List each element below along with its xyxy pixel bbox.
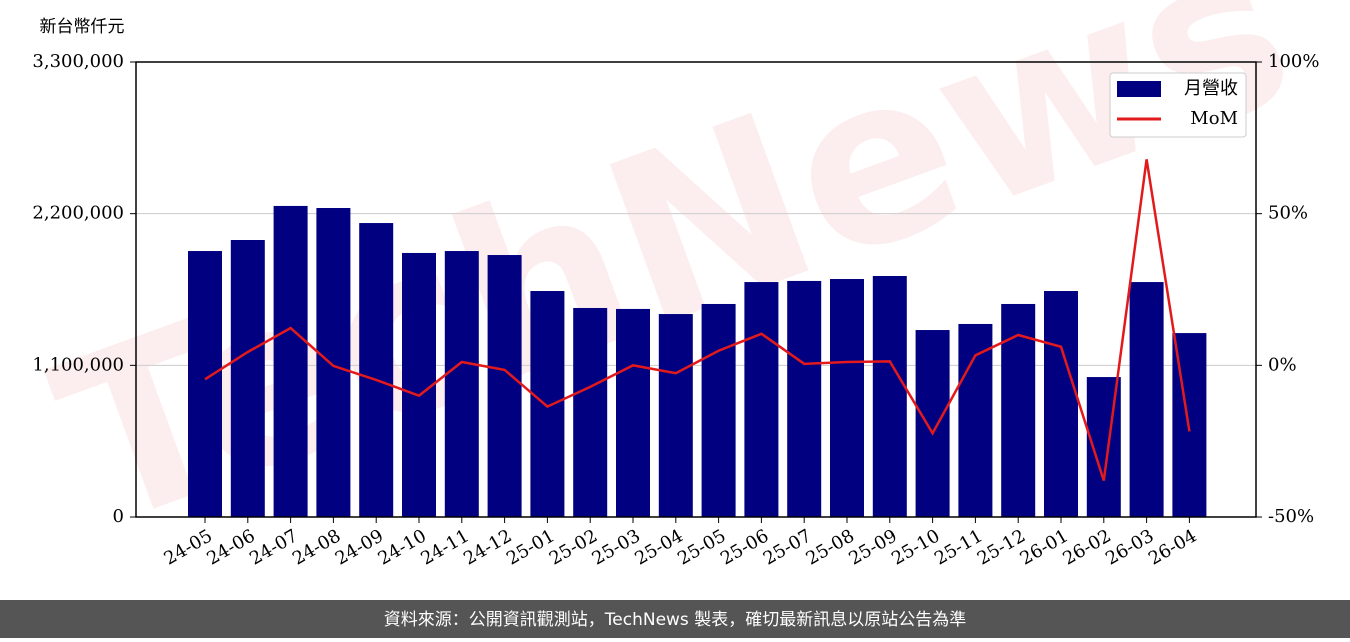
legend-label: 月營收 <box>1184 78 1238 99</box>
legend: 月營收 MoM <box>1109 72 1247 138</box>
x-tick-label: 25-07 <box>760 525 815 569</box>
legend-swatch <box>1117 81 1161 97</box>
bar <box>573 307 608 517</box>
y2-tick-label: 100% <box>1268 51 1319 72</box>
x-tick-label: 24-07 <box>246 525 301 569</box>
bar <box>402 252 436 517</box>
x-tick-label: 24-08 <box>289 525 344 569</box>
x-tick-label: 25-10 <box>888 525 943 569</box>
bar <box>915 330 950 517</box>
bar <box>487 255 522 517</box>
y-tick-label: 3,300,000 <box>32 51 124 72</box>
x-tick-label: 25-04 <box>631 525 686 569</box>
bar <box>188 251 222 518</box>
footer-bar <box>0 600 1350 638</box>
bar <box>830 279 864 517</box>
y-tick-label: 0 <box>113 506 124 527</box>
bar <box>230 240 265 517</box>
bar <box>273 205 308 518</box>
bar <box>359 223 394 517</box>
bar <box>616 308 650 517</box>
bar <box>701 303 736 517</box>
plot-frame <box>135 61 1257 518</box>
y-tick-label: 2,200,000 <box>32 203 124 224</box>
bar <box>1044 291 1078 517</box>
bar <box>787 280 822 517</box>
bar <box>658 314 693 517</box>
bar <box>744 282 779 517</box>
x-tick-label: 24-11 <box>417 525 472 569</box>
legend-label: MoM <box>1190 108 1238 129</box>
y2-tick-label: 50% <box>1268 203 1308 224</box>
x-tick-label: 26-01 <box>1017 525 1072 569</box>
source-note: 資料來源：公開資訊觀測站，TechNews 製表，確切最新訊息以原站公告為準 <box>384 610 966 630</box>
x-tick-label: 25-08 <box>803 525 858 569</box>
bar <box>1129 282 1164 517</box>
bar <box>444 251 479 518</box>
x-tick-label: 26-03 <box>1102 525 1157 569</box>
x-tick-label: 25-03 <box>589 525 644 569</box>
y2-tick-label: -50% <box>1268 506 1314 527</box>
x-tick-label: 25-09 <box>845 525 900 569</box>
x-tick-label: 25-12 <box>974 525 1029 569</box>
bar <box>530 291 565 517</box>
mom-line <box>204 159 1191 481</box>
x-tick-label: 24-09 <box>332 525 387 569</box>
y-tick-label: 1,100,000 <box>32 354 124 375</box>
x-tick-label: 25-05 <box>674 525 729 569</box>
bar <box>316 208 351 517</box>
x-tick-label: 26-02 <box>1059 525 1114 569</box>
x-tick-label: 24-10 <box>375 525 430 569</box>
x-tick-label: 25-11 <box>931 525 986 569</box>
bar <box>872 275 907 517</box>
x-tick-label: 24-12 <box>460 525 515 569</box>
y2-tick-label: 0% <box>1268 354 1297 375</box>
x-tick-label: 25-02 <box>546 525 601 569</box>
x-tick-label: 25-06 <box>717 525 772 569</box>
bar <box>958 323 993 517</box>
x-tick-label: 26-04 <box>1145 525 1200 569</box>
x-tick-label: 25-01 <box>503 525 558 569</box>
y-axis-label: 新台幣仟元 <box>40 17 125 37</box>
